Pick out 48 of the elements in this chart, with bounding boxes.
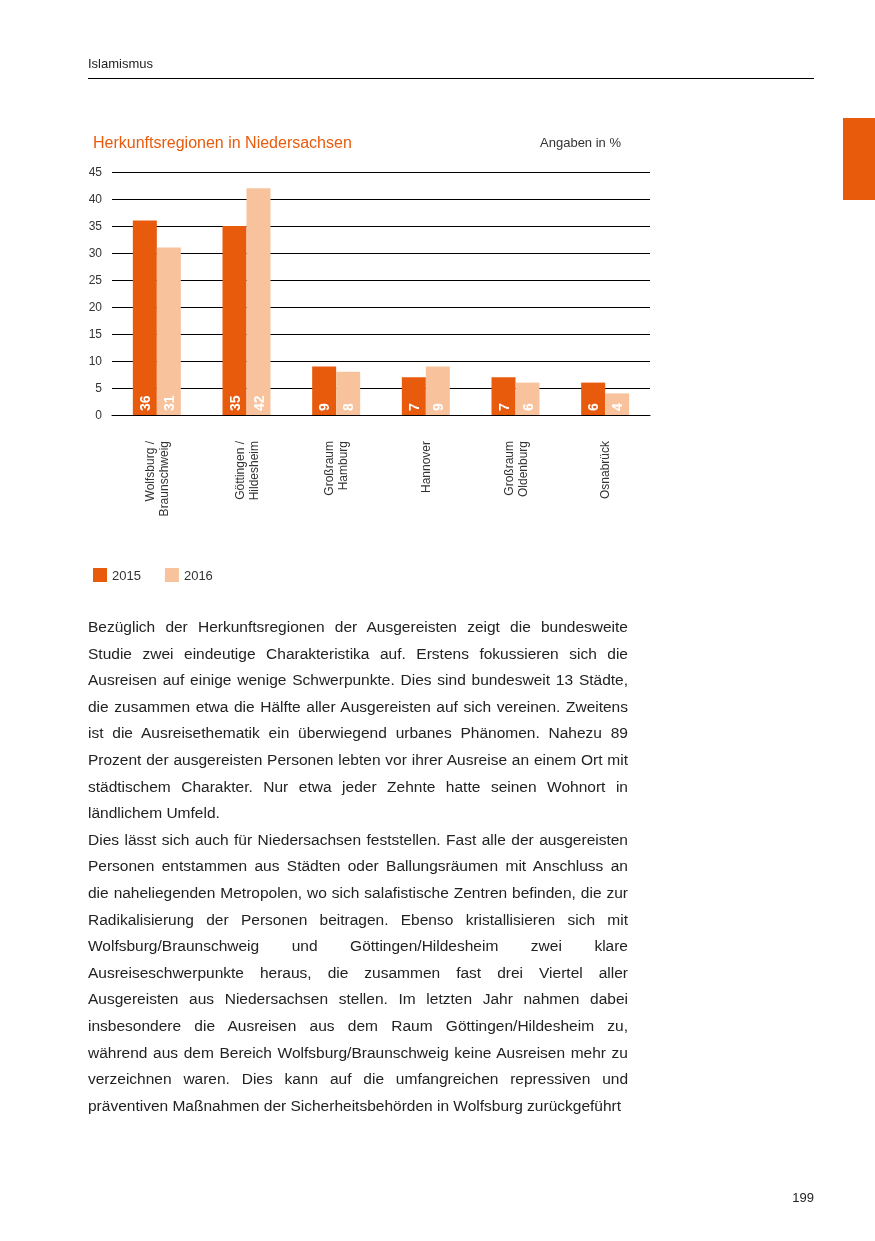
y-tick-label: 45	[88, 165, 103, 179]
y-tick-label: 10	[88, 354, 103, 368]
bar	[132, 220, 157, 415]
bar	[312, 366, 337, 415]
bar	[605, 393, 630, 415]
bar	[515, 382, 540, 415]
data-label: 7	[495, 403, 512, 411]
x-tick-label: Osnabrück	[598, 440, 613, 500]
chart-title: Herkunftsregionen in Niedersachsen	[93, 133, 352, 151]
y-tick-label: 35	[88, 219, 103, 233]
bar	[425, 366, 450, 415]
data-label: 7	[405, 403, 422, 411]
x-tick-label: Großraum Hamburg	[322, 441, 351, 496]
data-label: 42	[250, 395, 267, 411]
y-tick-label: 25	[88, 273, 103, 287]
x-tick-label: Göttingen / Hildesheim	[232, 440, 261, 501]
data-label: 4	[609, 403, 626, 411]
bar	[336, 371, 361, 415]
y-tick-label: 5	[95, 381, 103, 395]
legend-label: 2016	[183, 567, 213, 583]
bar	[491, 377, 516, 415]
y-tick-label: 0	[95, 408, 103, 422]
bar	[581, 382, 606, 415]
text: Bezüglich der Herkunftsregionen der Ausgereisten zeigt die bundesweite Studie zwei eindeutige Charakteristika auf. Erstens fokussieren sich die Ausreisen auf einige wenige Schwerpunkte. Dies sind bundesweit 13 Städte, die zusammen etwa die Hälfte aller Ausgereisten auf sich vereinen. Zweitens ist die Ausreisethematik ein überwiegend urbanes Phänomen. Nahezu 89 Prozent der ausgereisten Personen lebten vor ihrer Ausreise an einem Ort mit städtischem Charakter. Nur etwa jeder Zehnte hatte seinen Wohnort in ländlichem Umfeld.	[88, 617, 628, 824]
data-label: 6	[585, 403, 602, 411]
x-tick-label: Wolfsburg / Braunschweig	[142, 440, 171, 517]
y-tick-label: 40	[88, 192, 103, 206]
text: Dies lässt sich auch für Niedersachsen feststellen. Fast alle der ausgereisten Personen entstammen aus Städten oder Ballungsräumen mit Anschluss an die naheliegenden Metropolen, wo sich salafistische Zentren befinden, die zur Radikalisierung der Personen beitragen. Ebenso kristallisieren sich mit Wolfsburg/Braunschweig und Göttingen/Hildesheim zwei klare Ausreiseschwerpunkte heraus, die zusammen fast drei Viertel aller Ausgereisten aus Niedersachsen stellen. Im letzten Jahr nahmen dabei insbesondere die Ausreisen aus dem Raum Göttingen/Hildesheim zu, während aus dem Bereich Wolfsburg/Braunschweig keine Ausreisen mehr zu verzeichnen waren. Dies kann auf die umfangreichen repressiven und präventiven Maßnahmen der Sicherheitsbehörden in Wolfsburg zurückgeführt	[88, 830, 628, 1114]
bar	[222, 226, 247, 415]
data-label: 9	[429, 403, 446, 411]
bar	[401, 377, 426, 415]
data-label: 6	[519, 403, 536, 411]
bar	[156, 247, 181, 415]
text: 199	[792, 1190, 814, 1205]
data-label: 9	[316, 403, 333, 411]
data-label: 8	[340, 403, 357, 411]
y-tick-label: 20	[88, 300, 103, 314]
x-tick-label: Hannover	[418, 441, 433, 494]
chart-subtitle: Angaben in %	[540, 135, 622, 150]
data-label: 35	[226, 395, 243, 411]
y-tick-label: 15	[88, 327, 103, 341]
legend-label: 2015	[112, 567, 141, 583]
x-tick-label: Großraum Oldenburg	[501, 441, 530, 498]
y-tick-label: 30	[88, 246, 103, 260]
text: Islamismus	[88, 56, 154, 71]
bar	[246, 188, 271, 415]
data-label: 36	[136, 395, 153, 411]
data-label: 31	[160, 395, 177, 411]
